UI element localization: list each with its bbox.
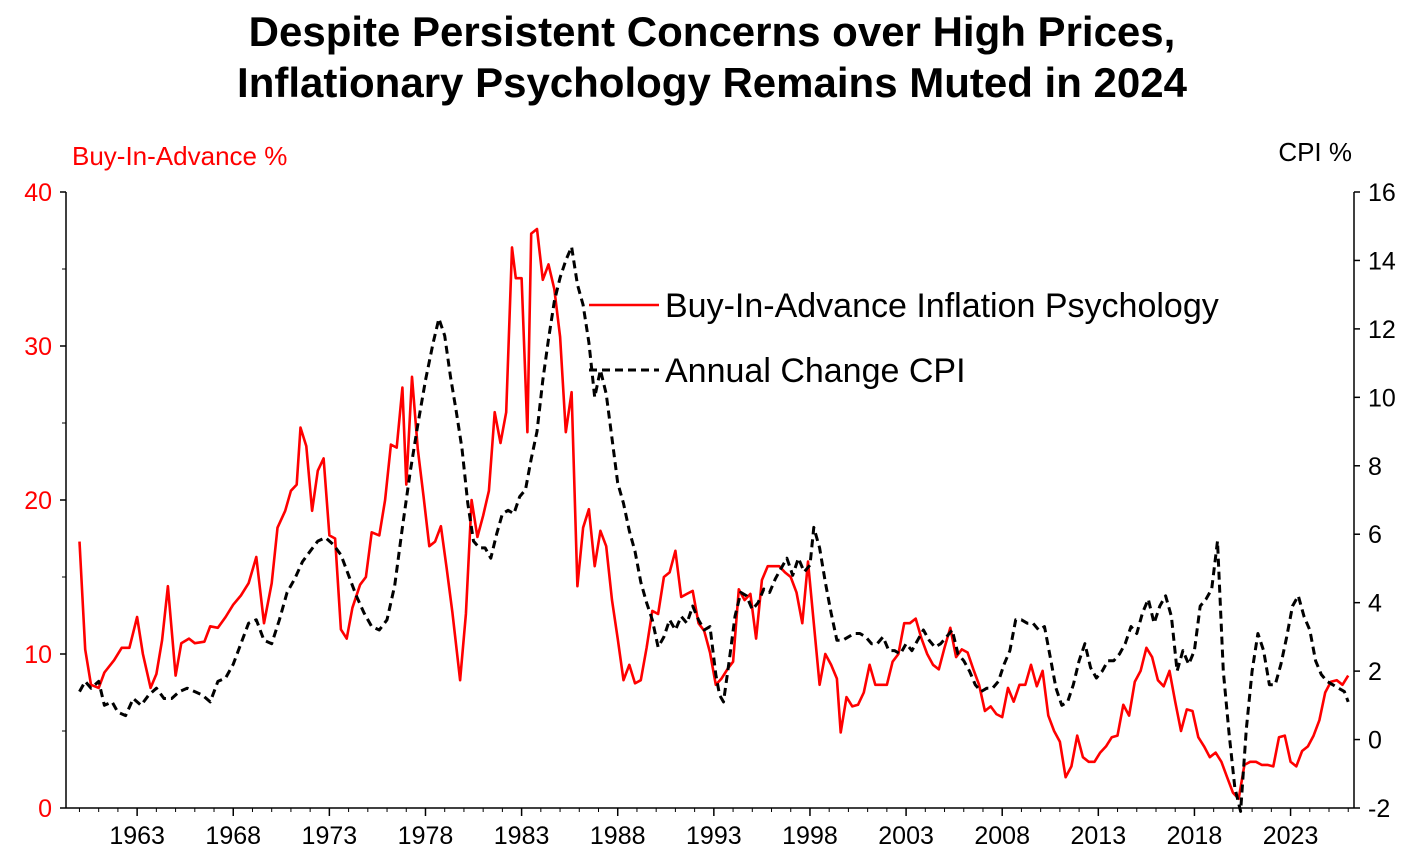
legend: Buy-In-Advance Inflation Psychology Annu… — [589, 287, 1219, 390]
buy-in-advance-series-line — [78, 227, 1350, 801]
right-tick-label: 8 — [1368, 453, 1382, 481]
right-tick-label: 14 — [1368, 247, 1396, 275]
right-tick-label: 4 — [1368, 590, 1382, 618]
right-tick-label: 2 — [1368, 658, 1382, 686]
left-tick-label: 20 — [24, 487, 52, 515]
series-layer — [78, 227, 1350, 813]
chart-title-line-2: Inflationary Psychology Remains Muted in… — [237, 59, 1188, 106]
right-tick-label: 6 — [1368, 521, 1382, 549]
x-tick-label: 1993 — [686, 822, 742, 850]
left-tick-label: 0 — [38, 795, 52, 823]
x-tick-label: 2003 — [878, 822, 934, 850]
legend-label-buy-in-advance: Buy-In-Advance Inflation Psychology — [665, 287, 1219, 325]
left-tick-label: 30 — [24, 333, 52, 361]
right-tick-label: 0 — [1368, 727, 1382, 755]
right-axis-title: CPI % — [1278, 137, 1352, 167]
x-tick-label: 1968 — [205, 822, 261, 850]
left-tick-label: 40 — [24, 179, 52, 207]
axes: 0 10 20 30 40 -2 0 2 4 6 8 10 12 14 16 1963 1968 1973 1978… — [24, 179, 1396, 850]
x-tick-label: 1988 — [590, 822, 646, 850]
x-tick-label: 2018 — [1167, 822, 1223, 850]
x-tick-label: 1963 — [109, 822, 165, 850]
right-tick-label: 16 — [1368, 179, 1396, 207]
left-tick-label: 10 — [24, 641, 52, 669]
x-tick-label: 1978 — [398, 822, 454, 850]
right-tick-label: -2 — [1368, 795, 1390, 823]
x-tick-label: 2008 — [974, 822, 1030, 850]
right-tick-label: 12 — [1368, 316, 1396, 344]
x-tick-label: 2023 — [1263, 822, 1319, 850]
chart-title-line-1: Despite Persistent Concerns over High Pr… — [249, 8, 1176, 55]
x-tick-label: 1983 — [494, 822, 550, 850]
right-tick-label: 10 — [1368, 384, 1396, 412]
x-tick-label: 2013 — [1071, 822, 1127, 850]
left-axis-title: Buy-In-Advance % — [72, 141, 287, 171]
cpi-series-line — [78, 245, 1350, 813]
x-tick-label: 1973 — [302, 822, 358, 850]
x-tick-label: 1998 — [782, 822, 838, 850]
chart-title: Despite Persistent Concerns over High Pr… — [237, 8, 1188, 106]
legend-label-cpi: Annual Change CPI — [665, 352, 966, 390]
